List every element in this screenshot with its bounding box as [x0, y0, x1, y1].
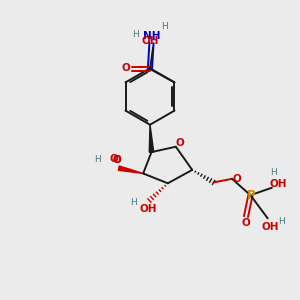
Text: O: O — [112, 155, 121, 165]
Polygon shape — [149, 125, 154, 152]
Text: OH: OH — [270, 179, 287, 189]
Text: O: O — [241, 218, 250, 228]
Text: H: H — [130, 198, 137, 207]
Text: OH: OH — [261, 222, 279, 232]
Text: OH: OH — [139, 204, 157, 214]
Text: O: O — [232, 174, 241, 184]
Text: H: H — [132, 30, 139, 39]
Text: H: H — [270, 168, 277, 177]
Text: OH: OH — [142, 36, 159, 46]
Text: H: H — [161, 22, 168, 31]
Text: O: O — [112, 155, 121, 165]
Polygon shape — [118, 166, 143, 173]
Text: NH: NH — [143, 32, 160, 41]
Text: O: O — [176, 138, 185, 148]
Text: H: H — [94, 155, 101, 164]
Text: H: H — [278, 218, 284, 226]
Text: P: P — [247, 189, 255, 202]
Text: O: O — [110, 154, 119, 164]
Text: O: O — [122, 63, 131, 74]
